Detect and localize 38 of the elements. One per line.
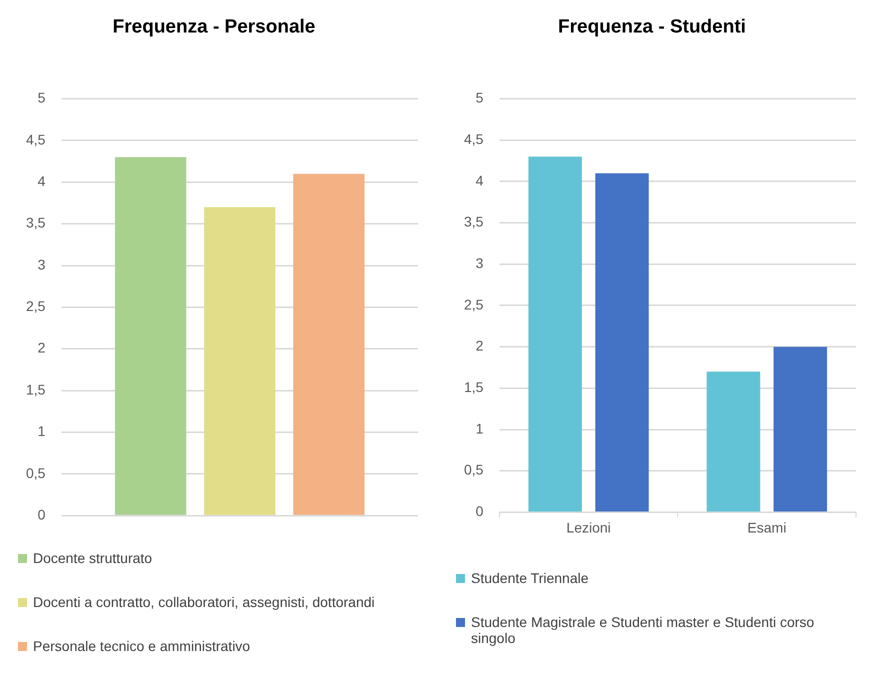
- bar: [595, 173, 649, 512]
- bar: [774, 346, 828, 512]
- legend-label: Docenti a contratto, collaboratori, assegnisti, dottorandi: [33, 594, 375, 610]
- y-tick-label: 2,5: [464, 296, 484, 312]
- x-tick-label: Esami: [747, 519, 786, 536]
- y-tick-label: 2,5: [26, 298, 46, 314]
- y-tick-label: 3,5: [26, 214, 46, 231]
- y-tick-label: 2: [38, 340, 46, 356]
- legend-label: Studente Magistrale e Studenti master e Studenti corso singolo: [471, 614, 816, 646]
- y-tick-label: 5: [476, 90, 484, 106]
- y-tick-label: 0: [38, 506, 46, 522]
- y-tick-label: 1: [476, 420, 484, 436]
- legend-label: Docente strutturato: [33, 550, 152, 566]
- y-tick-label: 4: [476, 172, 484, 188]
- chart-title: Frequenza - Studenti: [558, 16, 746, 38]
- bar: [204, 207, 276, 515]
- bar: [706, 372, 760, 512]
- legend-label: Personale tecnico e amministrativo: [33, 638, 250, 654]
- chart-title: Frequenza - Personale: [112, 16, 316, 38]
- y-tick-label: 3: [38, 256, 46, 272]
- bar: [293, 174, 365, 515]
- y-tick-label: 2: [476, 338, 484, 354]
- y-tick-label: 4: [38, 173, 46, 190]
- x-tick-label: Lezioni: [566, 519, 611, 536]
- y-tick-label: 5: [38, 90, 46, 106]
- y-tick-label: 0,5: [464, 462, 484, 478]
- y-tick-label: 1,5: [26, 381, 46, 398]
- legend-label: Studente Triennale: [471, 570, 589, 586]
- y-tick-label: 3: [476, 255, 484, 272]
- y-tick-label: 3,5: [464, 214, 484, 230]
- y-tick-label: 1: [38, 423, 46, 440]
- y-tick-label: 1,5: [464, 379, 484, 396]
- y-tick-label: 4,5: [26, 131, 46, 148]
- bar: [528, 156, 582, 512]
- y-tick-label: 0,5: [26, 464, 46, 481]
- bar: [114, 157, 186, 515]
- y-tick-label: 4,5: [464, 131, 484, 147]
- y-tick-label: 0: [476, 503, 484, 520]
